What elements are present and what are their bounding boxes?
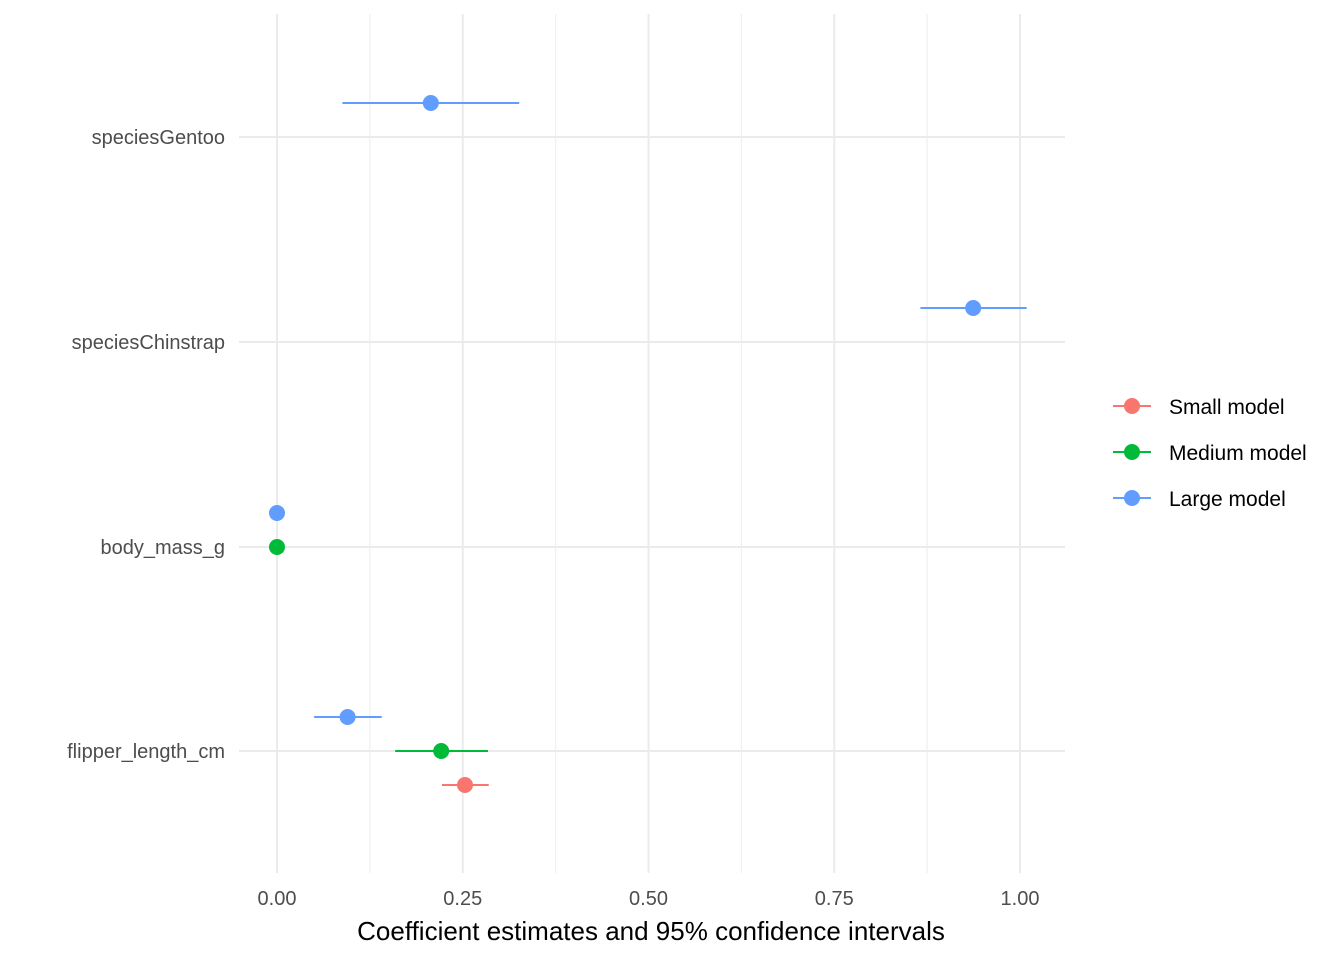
estimate-point [433, 743, 450, 759]
y-tick-label: speciesChinstrap [72, 332, 225, 354]
minor-gridlines [369, 14, 928, 873]
y-tick-label: flipper_length_cm [67, 741, 225, 763]
y-tick-label: speciesGentoo [92, 127, 225, 149]
y-tick-label: body_mass_g [100, 537, 225, 559]
legend: Small model Medium model Large model [1113, 396, 1307, 511]
legend-key-point [1124, 398, 1140, 414]
x-tick-label: 0.00 [258, 888, 297, 910]
major-gridlines [239, 14, 1065, 873]
legend-label: Small model [1169, 396, 1285, 419]
estimate-point [269, 539, 285, 555]
x-tick-labels: 0.00 0.25 0.50 0.75 1.00 [258, 888, 1040, 910]
y-tick-labels: flipper_length_cm body_mass_g speciesChins… [67, 127, 225, 763]
x-axis-title: Coefficient estimates and 95% confidence… [357, 916, 945, 946]
estimate-point [456, 777, 473, 793]
estimate-point [269, 505, 285, 521]
x-tick-label: 0.75 [815, 888, 854, 910]
x-tick-label: 1.00 [1001, 888, 1040, 910]
legend-key-point [1124, 444, 1140, 460]
data-marks [269, 95, 1027, 793]
x-tick-label: 0.50 [629, 888, 668, 910]
legend-label: Large model [1169, 488, 1286, 511]
estimate-point [339, 709, 356, 725]
legend-key-point [1124, 490, 1140, 506]
estimate-point [422, 95, 439, 111]
estimate-point [965, 300, 982, 316]
legend-label: Medium model [1169, 442, 1307, 465]
x-tick-label: 0.25 [443, 888, 482, 910]
